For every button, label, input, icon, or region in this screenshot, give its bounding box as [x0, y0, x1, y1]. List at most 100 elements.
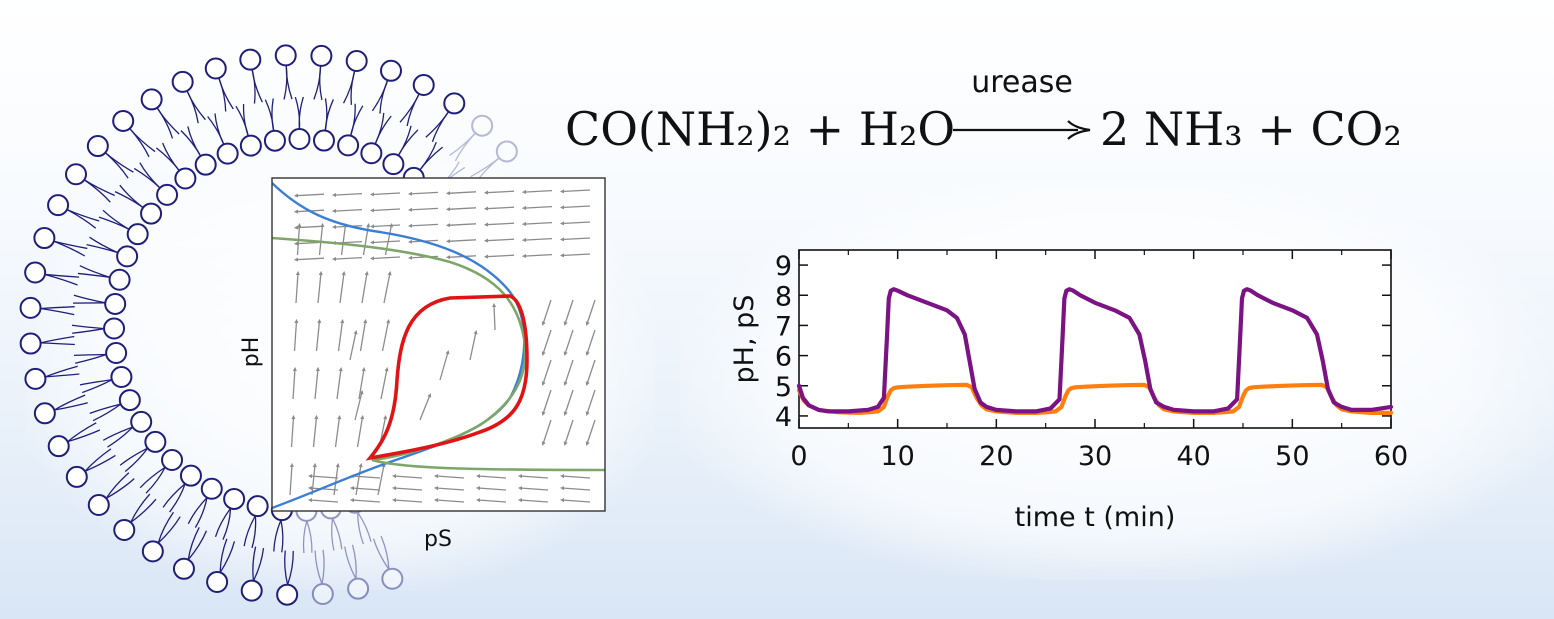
lipid: [77, 265, 131, 291]
flow-arrow: [336, 366, 343, 400]
flow-arrow: [331, 192, 363, 198]
flow-arrow: [369, 256, 401, 261]
flow-arrow: [292, 366, 297, 400]
flow-arrow: [563, 359, 574, 386]
flow-arrow: [521, 237, 553, 243]
flow-arrow: [433, 498, 465, 503]
lipid: [65, 448, 116, 488]
flow-arrow: [559, 189, 591, 194]
lipid: [33, 394, 88, 425]
flow-arrow: [419, 393, 432, 421]
flow-arrow: [559, 205, 591, 210]
lipid: [263, 98, 286, 152]
lipid: [19, 332, 75, 355]
flow-arrow: [521, 253, 553, 259]
x-tick-label: 50: [1275, 441, 1309, 472]
flow-arrow: [559, 253, 591, 258]
flow-arrow: [563, 329, 574, 356]
lipid: [87, 472, 135, 517]
flow-arrow: [349, 486, 381, 491]
lipid: [312, 98, 335, 152]
flow-arrow: [483, 206, 515, 211]
y-tick-label: 6: [775, 342, 792, 373]
flow-arrow: [541, 389, 552, 416]
flow-arrow: [337, 318, 345, 352]
x-tick-label: 60: [1374, 441, 1408, 472]
lipid: [337, 103, 364, 157]
flow-arrow: [475, 474, 507, 479]
flow-arrow: [293, 318, 299, 352]
flow-arrow: [541, 299, 552, 326]
flow-arrow: [559, 221, 591, 226]
lipid: [113, 493, 157, 541]
x-tick-label: 10: [880, 441, 914, 472]
lipid: [89, 389, 141, 422]
flow-arrow: [317, 270, 323, 304]
lipid: [79, 365, 133, 394]
flow-arrow: [361, 270, 369, 304]
chart-frame: [798, 249, 1392, 429]
flow-arrow: [559, 237, 591, 242]
flow-arrow: [318, 222, 325, 256]
lipid: [33, 227, 88, 257]
flow-arrow: [311, 462, 317, 496]
nullcline-green: [272, 236, 605, 472]
phase-ylabel: pH: [239, 337, 264, 368]
flow-arrow: [354, 389, 364, 421]
reaction-rhs: 2 NH₃ + CO₂: [1100, 102, 1402, 156]
y-tick-label: 5: [775, 372, 792, 403]
lipid: [240, 546, 265, 602]
x-tick-label: 0: [790, 441, 807, 472]
flow-arrow: [383, 270, 392, 304]
phase-portrait: pS pH: [239, 177, 606, 552]
flow-arrow: [585, 389, 596, 416]
flow-arrow: [585, 329, 596, 356]
flow-arrow: [369, 224, 401, 229]
lipid: [162, 464, 202, 513]
flow-arrow: [349, 474, 381, 479]
flow-arrow: [521, 189, 553, 195]
flow-arrow: [340, 222, 348, 256]
lipid: [187, 477, 223, 528]
lipid: [114, 184, 163, 225]
lipid: [204, 57, 234, 112]
phase-xlabel: pS: [424, 527, 452, 552]
x-tick-label: 20: [979, 441, 1013, 472]
lipid: [288, 96, 311, 151]
lipid: [47, 422, 101, 458]
lipid: [372, 535, 404, 590]
lipid: [243, 495, 269, 549]
flow-arrow: [475, 486, 507, 491]
flow-arrow: [475, 498, 507, 503]
catalyst-label: urease: [971, 65, 1073, 100]
flow-arrow: [433, 474, 465, 479]
lipid: [274, 44, 297, 100]
flow-arrow: [483, 222, 515, 227]
flow-arrow: [445, 207, 477, 212]
flow-arrow: [563, 389, 574, 416]
flow-arrow: [334, 414, 342, 448]
lipid: [449, 114, 494, 162]
flow-arrow: [517, 486, 549, 491]
chart-ylabel: pH, pS: [729, 295, 760, 384]
flow-arrow: [559, 474, 591, 479]
flow-arrow: [312, 414, 319, 448]
lipid: [155, 142, 197, 190]
flow-arrow: [407, 223, 439, 228]
flow-arrow: [585, 359, 596, 386]
y-tick-label: 4: [775, 402, 792, 433]
flow-arrow: [331, 256, 363, 262]
flow-arrow: [307, 474, 339, 479]
x-tick-label: 30: [1078, 441, 1112, 472]
lipid: [86, 236, 139, 268]
series-line-1: [796, 287, 1394, 414]
lipid-vesicle: [19, 44, 518, 606]
lipid: [24, 365, 80, 390]
lipid: [102, 410, 153, 448]
flow-arrow: [559, 498, 591, 503]
lipid: [71, 317, 126, 340]
flow-arrow: [483, 254, 515, 259]
